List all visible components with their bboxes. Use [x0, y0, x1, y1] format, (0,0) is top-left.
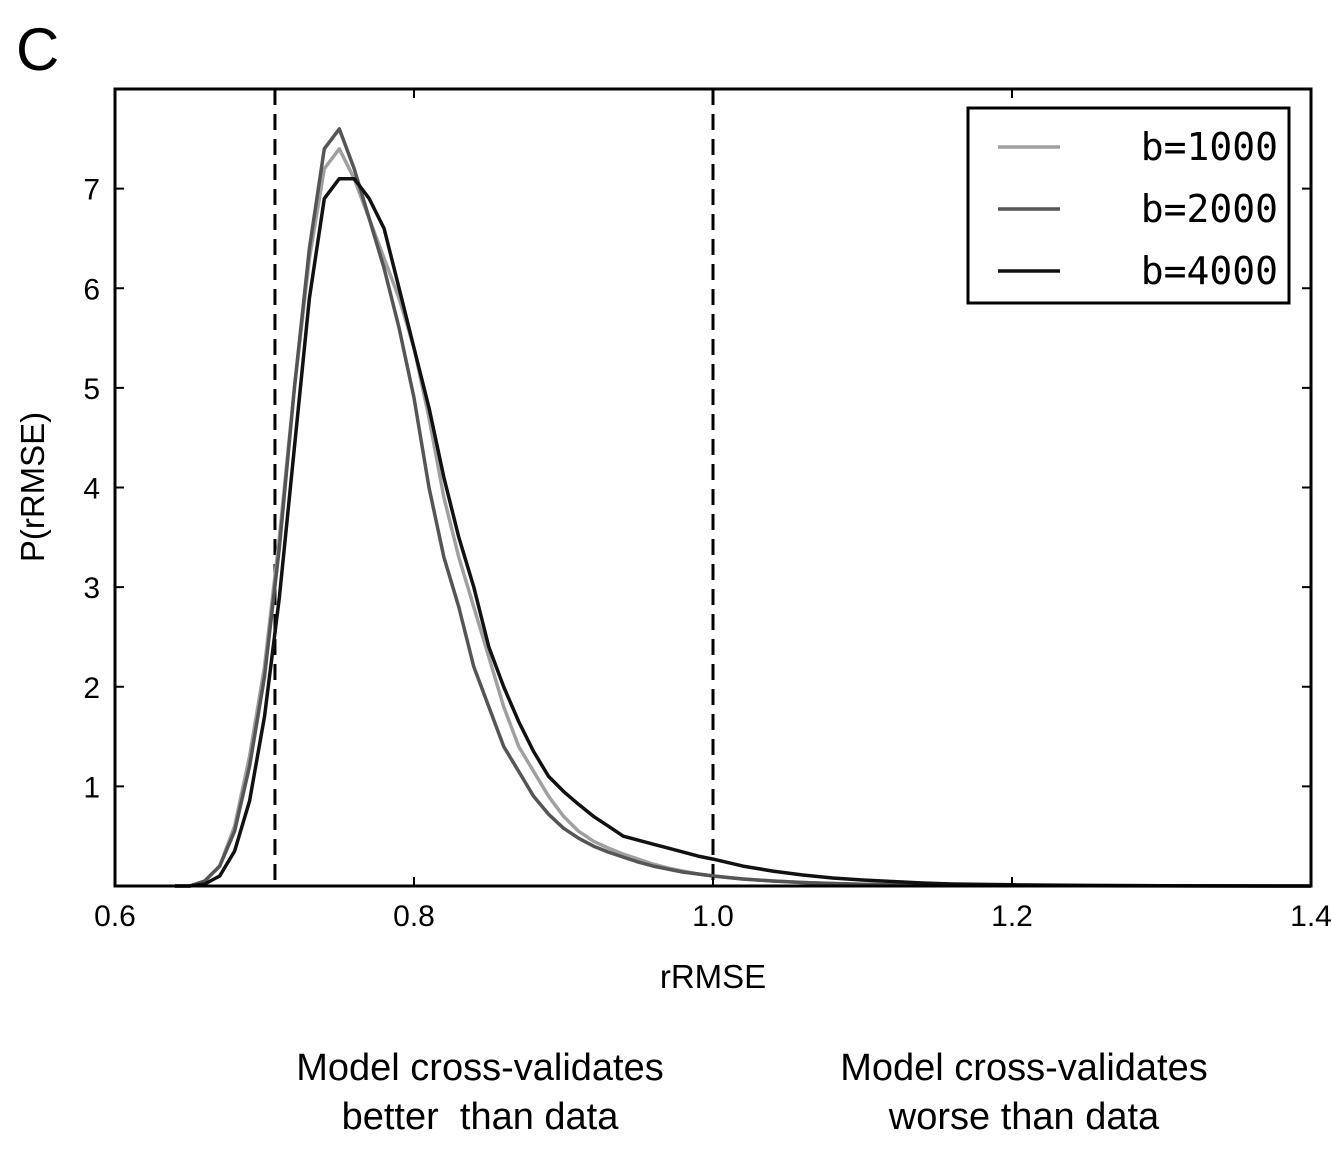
- y-axis-label: P(rRMSE): [14, 412, 51, 562]
- series-lines: [174, 127, 1312, 888]
- series-line-2: [174, 127, 1311, 888]
- y-tick-label: 5: [83, 373, 100, 406]
- axis-ticks: 0.6 0.8 1.0 1.2 1.4 1 2 3 4 5 6 7: [83, 89, 1332, 933]
- x-axis-label: rRMSE: [660, 958, 766, 995]
- note-better-than-data: Model cross-validates better than data: [240, 1044, 720, 1142]
- x-tick-label: 1.4: [1290, 900, 1332, 933]
- note-left-line-1: Model cross-validates: [296, 1047, 664, 1089]
- y-tick-label: 3: [83, 572, 100, 605]
- note-worse-than-data: Model cross-validates worse than data: [784, 1044, 1264, 1142]
- plot-frame: [113, 87, 1313, 888]
- legend-label-3: b=4000: [1141, 249, 1278, 293]
- panel-label: C: [16, 16, 60, 83]
- x-tick-label: 0.6: [94, 900, 136, 933]
- note-right-line-1: Model cross-validates: [840, 1047, 1208, 1089]
- legend-label-2: b=2000: [1141, 187, 1278, 231]
- y-tick-label: 4: [83, 473, 100, 506]
- y-tick-label: 1: [83, 771, 100, 804]
- x-tick-label: 1.2: [991, 900, 1033, 933]
- y-tick-label: 7: [83, 174, 100, 207]
- y-tick-label: 6: [83, 273, 100, 306]
- x-tick-label: 1.0: [692, 900, 734, 933]
- note-left-line-2: better than data: [341, 1096, 619, 1138]
- x-tick-label: 0.8: [393, 900, 435, 933]
- series-line-3: [174, 176, 1312, 888]
- legend: b=1000 b=2000 b=4000: [966, 106, 1291, 305]
- note-right-line-2: worse than data: [888, 1096, 1160, 1138]
- reference-lines: [273, 89, 715, 886]
- y-tick-label: 2: [83, 672, 100, 705]
- legend-label-1: b=1000: [1141, 125, 1278, 169]
